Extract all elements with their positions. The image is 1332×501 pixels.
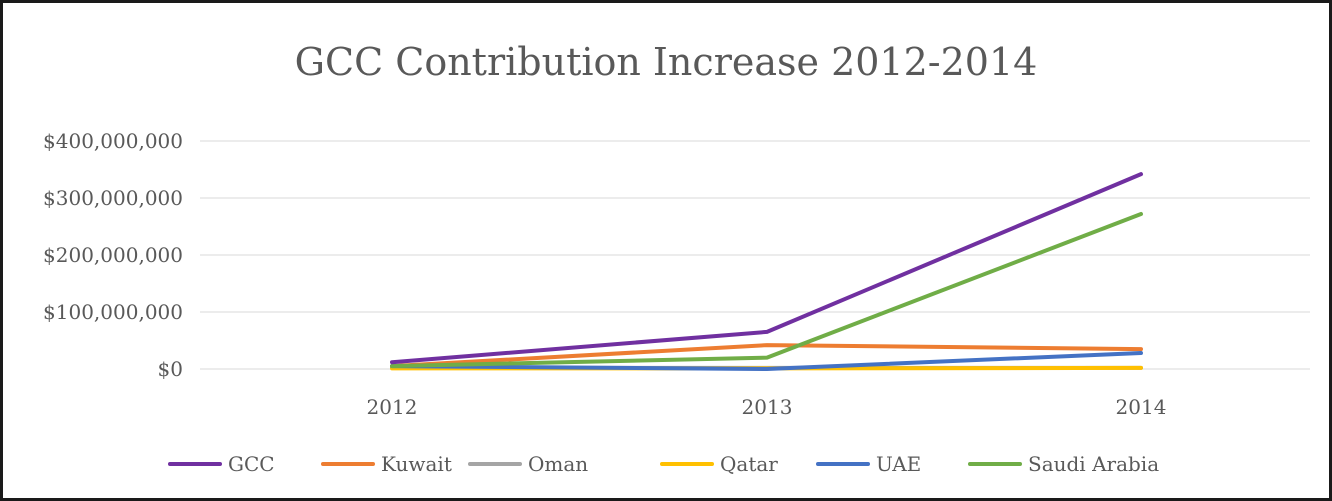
series-line-uae [390, 351, 1143, 371]
series-line-gcc [390, 172, 1143, 365]
series-lines [390, 172, 1143, 371]
legend-label: Saudi Arabia [1028, 452, 1159, 476]
legend-label: Oman [528, 452, 588, 476]
series-line-kuwait [390, 343, 1143, 369]
x-tick-label: 2013 [742, 395, 793, 419]
chart-title: GCC Contribution Increase 2012-2014 [295, 40, 1038, 84]
x-axis-ticks: 2012 2013 2014 [367, 395, 1167, 419]
x-tick-label: 2012 [367, 395, 418, 419]
y-tick-label: $400,000,000 [43, 129, 183, 153]
legend-label: Qatar [720, 452, 778, 476]
y-tick-label: $300,000,000 [43, 186, 183, 210]
y-tick-label: $200,000,000 [43, 243, 183, 267]
legend-label: UAE [876, 452, 921, 476]
series-line-saudi-arabia [390, 212, 1143, 369]
y-tick-label: $0 [158, 357, 183, 381]
y-tick-label: $100,000,000 [43, 300, 183, 324]
legend: GCC Kuwait Oman Qatar UAE Saudi Arabia [168, 452, 1159, 476]
legend-label: GCC [228, 452, 275, 476]
x-tick-label: 2014 [1116, 395, 1167, 419]
legend-label: Kuwait [381, 452, 452, 476]
y-axis-ticks: $0 $100,000,000 $200,000,000 $300,000,000 $4… [43, 129, 183, 381]
